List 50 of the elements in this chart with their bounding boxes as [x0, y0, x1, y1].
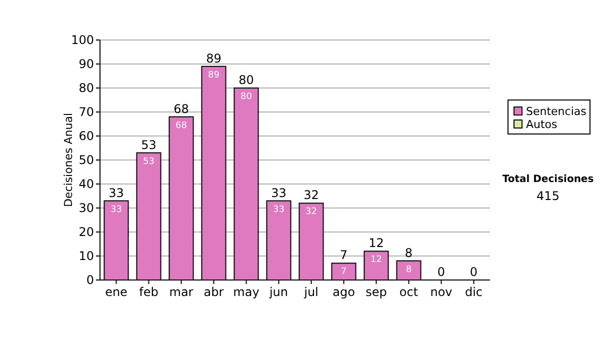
total-label: 32 [304, 188, 319, 202]
total-label: 33 [271, 186, 286, 200]
x-tick-label: nov [430, 285, 452, 299]
total-label: 7 [340, 248, 348, 262]
total-label: 68 [174, 102, 189, 116]
data-label: 32 [306, 207, 317, 218]
data-label: 7 [340, 267, 347, 278]
y-axis-title: Decisiones Anual [62, 112, 75, 208]
x-tick-label: jul [303, 285, 318, 299]
data-label: 33 [273, 204, 284, 215]
text: 415 [536, 189, 560, 203]
total-label: 33 [108, 186, 124, 200]
total-label: 0 [437, 265, 446, 279]
data-label: 80 [240, 92, 252, 102]
y-tick-label: 0 [86, 273, 94, 288]
data-label: 12 [370, 255, 382, 266]
y-tick-label: 100 [71, 33, 94, 48]
x-tick-label: may [233, 285, 260, 299]
total-label: 8 [404, 246, 413, 260]
total-label: 80 [238, 73, 254, 87]
y-tick-label: 80 [78, 81, 94, 96]
data-label: 89 [208, 70, 220, 80]
legend-label: Sentencias [526, 105, 587, 118]
x-tick-label: feb [139, 285, 158, 299]
y-tick-label: 10 [78, 249, 94, 264]
x-tick-label: mar [169, 285, 194, 299]
x-tick-label: abr [204, 285, 224, 299]
text: Total Decisiones [502, 174, 594, 185]
x-tick-label: dic [464, 285, 483, 299]
x-tick-label: ago [332, 285, 355, 299]
total-label: 89 [206, 51, 222, 66]
total-label: 12 [368, 236, 384, 250]
x-tick-label: ene [105, 285, 128, 299]
y-tick-label: 90 [78, 57, 94, 72]
y-tick-label: 50 [78, 153, 94, 168]
x-tick-label: oct [399, 285, 418, 299]
y-tick-label: 60 [78, 129, 94, 144]
y-tick-label: 40 [78, 177, 94, 192]
data-label: 53 [143, 156, 154, 167]
y-tick-label: 30 [78, 201, 94, 216]
x-tick-label: jun [268, 285, 288, 299]
data-label: 33 [110, 204, 122, 215]
y-tick-label: 70 [78, 105, 94, 120]
total-label: 53 [141, 138, 156, 152]
total-label: 0 [470, 265, 478, 279]
x-tick-label: sep [366, 285, 387, 299]
y-tick-label: 20 [78, 225, 94, 240]
legend-label: Autos [526, 118, 558, 131]
data-label: 68 [176, 120, 188, 131]
data-label: 8 [406, 264, 412, 275]
